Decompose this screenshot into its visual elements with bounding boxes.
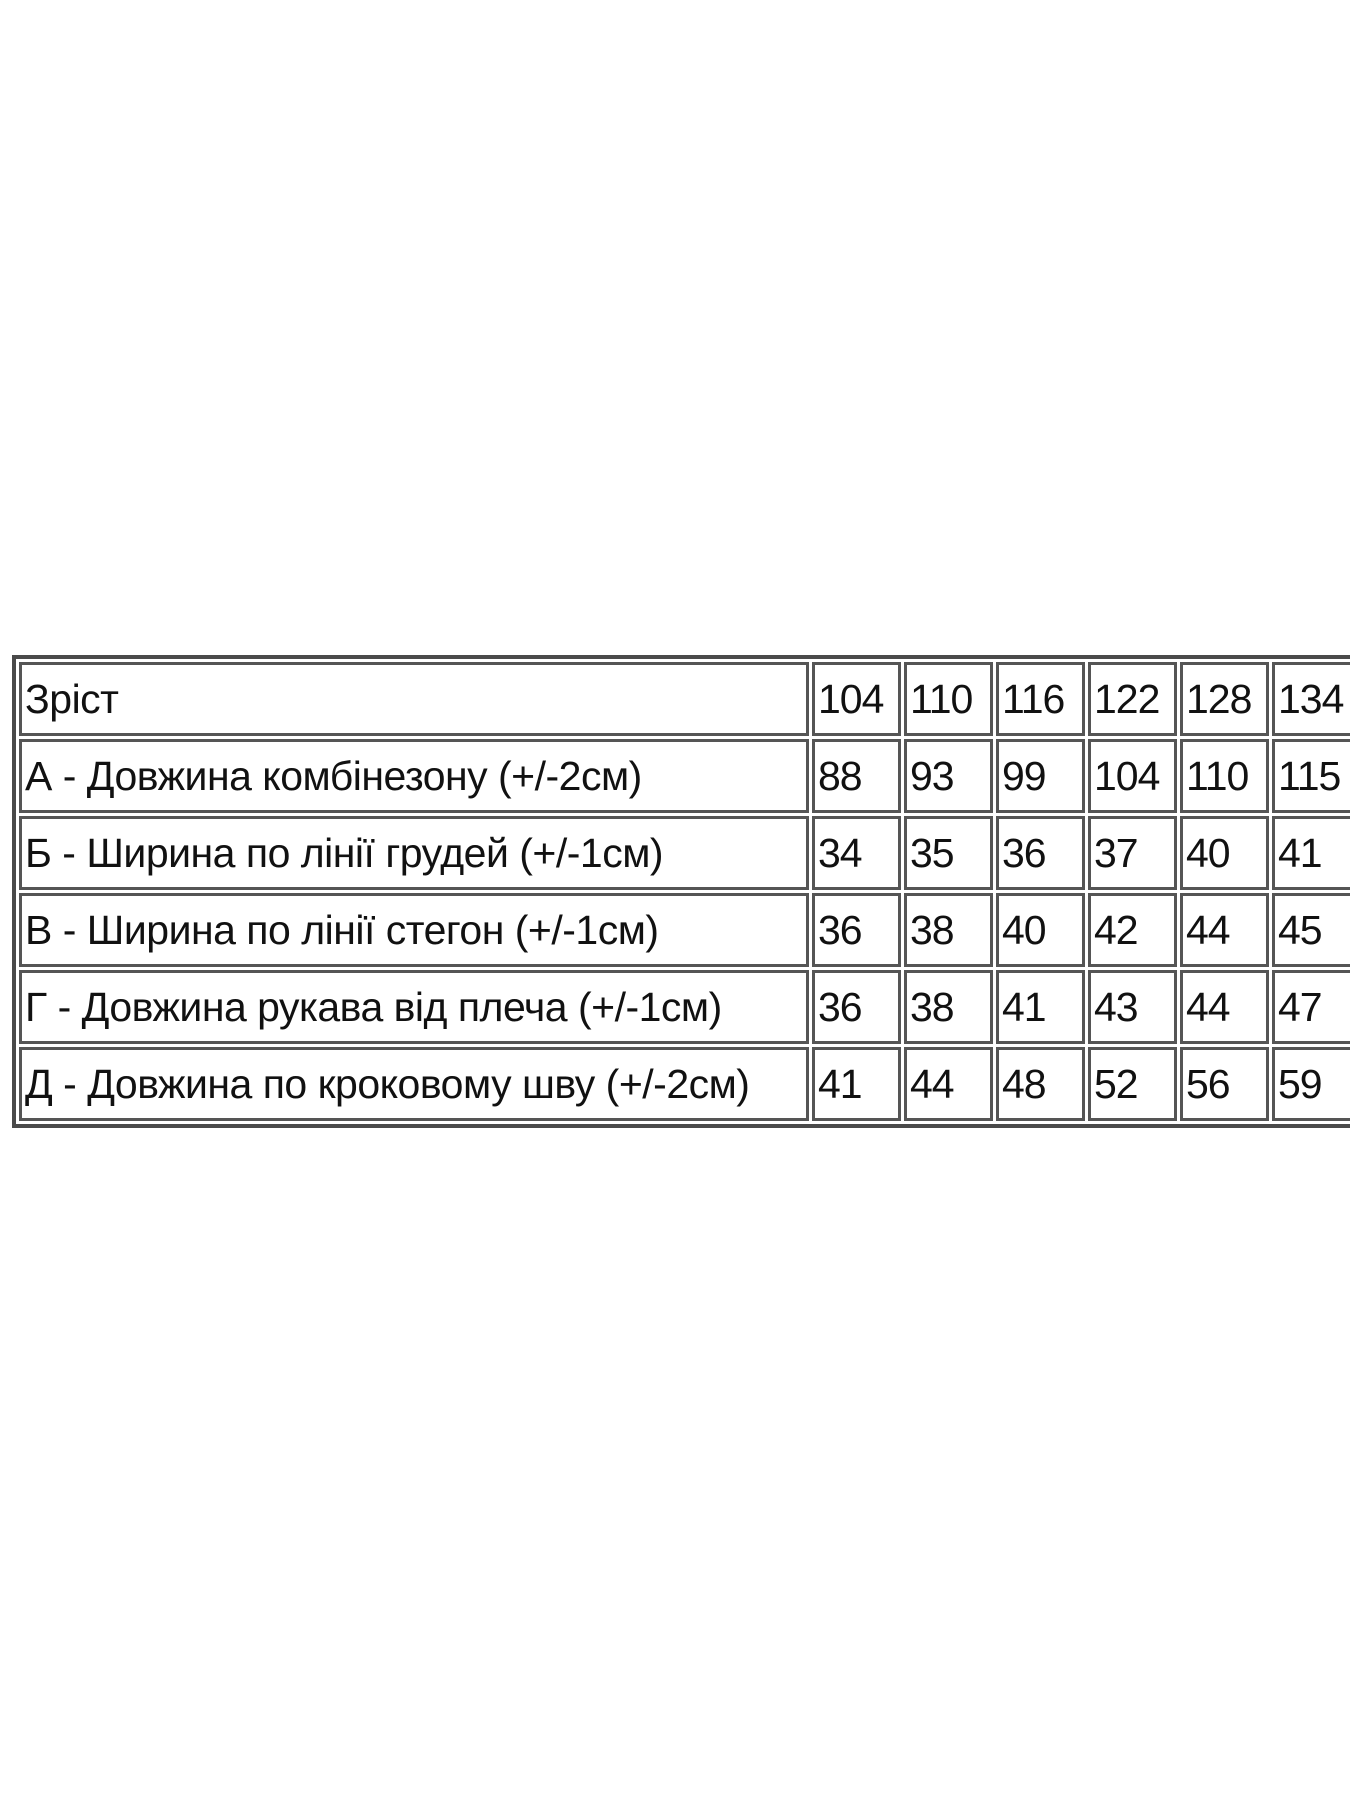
measurement-value-cell: 35 xyxy=(904,816,993,890)
measurement-row: А - Довжина комбінезону (+/-2см) 88 93 99 10… xyxy=(19,739,1350,813)
measurement-value-cell: 93 xyxy=(904,739,993,813)
size-header-cell: 122 xyxy=(1088,662,1177,736)
measurement-value-cell: 110 xyxy=(1180,739,1269,813)
measurement-value-cell: 42 xyxy=(1088,893,1177,967)
measurement-value-cell: 40 xyxy=(1180,816,1269,890)
size-header-cell: 134 xyxy=(1272,662,1350,736)
measurement-row: Г - Довжина рукава від плеча (+/-1см) 36 3… xyxy=(19,970,1350,1044)
measurement-value-cell: 88 xyxy=(812,739,901,813)
measurement-row: Д - Довжина по кроковому шву (+/-2см) 41 4… xyxy=(19,1047,1350,1121)
measurement-value-cell: 56 xyxy=(1180,1047,1269,1121)
size-header-cell: 128 xyxy=(1180,662,1269,736)
measurement-value-cell: 36 xyxy=(812,893,901,967)
measurement-value-cell: 41 xyxy=(996,970,1085,1044)
measurement-value-cell: 44 xyxy=(1180,970,1269,1044)
measurement-value-cell: 38 xyxy=(904,893,993,967)
measurement-label-cell: Д - Довжина по кроковому шву (+/-2см) xyxy=(19,1047,809,1121)
measurement-label-cell: В - Ширина по лінії стегон (+/-1см) xyxy=(19,893,809,967)
measurement-value-cell: 99 xyxy=(996,739,1085,813)
measurement-row: В - Ширина по лінії стегон (+/-1см) 36 38 4… xyxy=(19,893,1350,967)
header-label-cell: Зріст xyxy=(19,662,809,736)
measurement-value-cell: 36 xyxy=(812,970,901,1044)
size-header-cell: 110 xyxy=(904,662,993,736)
measurement-value-cell: 37 xyxy=(1088,816,1177,890)
measurement-value-cell: 38 xyxy=(904,970,993,1044)
size-chart-body: Зріст 104 110 116 122 128 134 А - Довжина комбі… xyxy=(19,662,1350,1121)
measurement-value-cell: 59 xyxy=(1272,1047,1350,1121)
measurement-value-cell: 44 xyxy=(904,1047,993,1121)
measurement-value-cell: 115 xyxy=(1272,739,1350,813)
size-header-cell: 104 xyxy=(812,662,901,736)
header-row: Зріст 104 110 116 122 128 134 xyxy=(19,662,1350,736)
measurement-value-cell: 48 xyxy=(996,1047,1085,1121)
measurement-value-cell: 52 xyxy=(1088,1047,1177,1121)
measurement-value-cell: 41 xyxy=(812,1047,901,1121)
measurement-value-cell: 47 xyxy=(1272,970,1350,1044)
measurement-value-cell: 43 xyxy=(1088,970,1177,1044)
measurement-value-cell: 45 xyxy=(1272,893,1350,967)
size-chart-table: Зріст 104 110 116 122 128 134 А - Довжина комбі… xyxy=(12,655,1350,1128)
size-header-cell: 116 xyxy=(996,662,1085,736)
measurement-label-cell: Б - Ширина по лінії грудей (+/-1см) xyxy=(19,816,809,890)
measurement-value-cell: 41 xyxy=(1272,816,1350,890)
measurement-value-cell: 40 xyxy=(996,893,1085,967)
measurement-row: Б - Ширина по лінії грудей (+/-1см) 34 35 3… xyxy=(19,816,1350,890)
measurement-value-cell: 104 xyxy=(1088,739,1177,813)
measurement-value-cell: 36 xyxy=(996,816,1085,890)
measurement-label-cell: А - Довжина комбінезону (+/-2см) xyxy=(19,739,809,813)
measurement-value-cell: 34 xyxy=(812,816,901,890)
measurement-label-cell: Г - Довжина рукава від плеча (+/-1см) xyxy=(19,970,809,1044)
measurement-value-cell: 44 xyxy=(1180,893,1269,967)
